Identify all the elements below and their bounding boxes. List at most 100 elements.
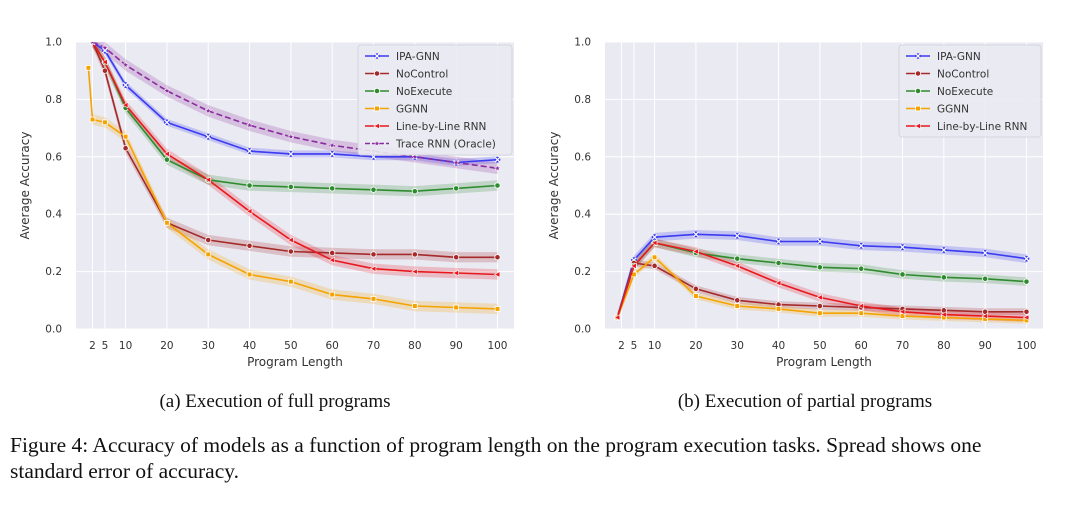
data-point (89, 116, 96, 123)
data-point (101, 58, 108, 66)
x-axis-label: Program Length (776, 355, 872, 369)
x-tick-label: 10 (648, 340, 661, 352)
legend-label: Line-by-Line RNN (937, 121, 1027, 133)
data-point (287, 236, 294, 244)
data-point (940, 274, 947, 281)
data-point-mark (205, 133, 212, 140)
data-point-mark (494, 156, 501, 163)
figure-canvas: 0.00.20.40.60.81.02 5 10 20 30 40 50 60 70 80 90 10… (18, 37, 1043, 369)
x-tick-label: 70 (367, 340, 380, 352)
data-point (163, 156, 171, 163)
legend: IPA-GNN NoControl NoExecute GGNN Line-by-Lin… (357, 44, 513, 156)
x-tick-label: 2 (89, 340, 96, 352)
data-point (163, 150, 170, 158)
plot-area (85, 42, 502, 315)
data-point (246, 242, 253, 249)
error-band-line-by-line-rnn (92, 42, 498, 280)
y-tick-label: 0.0 (45, 324, 62, 336)
legend-label: GGNN (396, 103, 428, 115)
data-point (734, 255, 741, 262)
data-point (734, 303, 741, 309)
data-point (452, 158, 460, 166)
data-point (329, 249, 336, 257)
legend-item-nocontrol: NoControl (365, 68, 448, 80)
x-tick-label: 80 (408, 340, 421, 352)
legend-label: GGNN (937, 103, 969, 115)
data-point (328, 256, 335, 264)
data-point (85, 65, 92, 71)
x-tick-label: 20 (689, 340, 702, 352)
x-tick-label: 60 (326, 340, 339, 352)
series-line (616, 256, 1027, 322)
data-point (858, 265, 865, 272)
series-line (92, 42, 498, 170)
data-point (329, 291, 335, 298)
y-tick-label: 0.0 (574, 324, 591, 336)
y-tick-label: 0.4 (45, 209, 62, 221)
x-tick-label: 30 (202, 340, 215, 352)
legend-marker (373, 87, 381, 95)
data-point (899, 271, 906, 278)
legend-item-noexecute: NoExecute (365, 86, 452, 98)
data-point (1022, 314, 1030, 321)
data-point (121, 61, 130, 69)
series-line (91, 42, 498, 276)
legend-item-ipa-gnn: IPA-GNN (365, 51, 440, 63)
series-line (616, 262, 1027, 318)
data-point (245, 208, 253, 215)
legend-label: NoControl (396, 68, 448, 80)
data-point (204, 176, 211, 184)
data-point (329, 185, 336, 192)
series-line (91, 42, 498, 193)
legend-marker (373, 122, 380, 130)
data-point (1023, 278, 1030, 285)
figure-caption: Figure 4: Accuracy of models as a functi… (10, 433, 982, 483)
data-point-mark (164, 119, 170, 126)
data-point (898, 308, 906, 316)
data-point (981, 312, 988, 320)
legend-marker (914, 87, 922, 95)
y-tick-label: 1.0 (45, 37, 62, 49)
x-tick-label: 90 (449, 340, 462, 352)
legend-marker (914, 70, 922, 77)
data-point-mark (982, 250, 988, 256)
legend-marker-x (374, 53, 380, 59)
data-point-mark (941, 247, 947, 253)
legend-marker (914, 122, 921, 130)
y-tick-label: 0.6 (574, 151, 591, 163)
x-tick-label: 40 (772, 340, 785, 352)
data-point (493, 164, 502, 172)
series-line (616, 233, 1027, 318)
data-point-mark (899, 244, 906, 251)
x-tick-label: 60 (855, 340, 868, 352)
data-point (858, 310, 864, 317)
data-point (733, 262, 740, 270)
data-point (650, 239, 658, 247)
chart-panel-b: 0.0 0.2 0.4 0.6 0.8 1.0 2 5 10 20 30 40 50 60 70 80 90 10… (547, 37, 1043, 369)
legend-marker (373, 70, 381, 77)
legend-item-line-by-line-rnn: Line-by-Line RNN (906, 121, 1027, 133)
data-point (245, 121, 254, 129)
data-point (90, 42, 95, 46)
data-point (613, 314, 621, 321)
y-axis-label: Average Accuracy (18, 132, 32, 240)
error-band-ipa-gnn (92, 42, 498, 166)
data-point (630, 262, 637, 270)
x-tick-label: 5 (631, 340, 638, 352)
data-point (693, 293, 699, 299)
plot-area (613, 230, 1030, 324)
data-point (246, 182, 253, 189)
data-point-mark (1023, 255, 1030, 262)
legend-marker-x (915, 53, 921, 59)
data-point (102, 119, 108, 126)
data-point (692, 285, 700, 292)
data-point-mark (329, 151, 336, 157)
data-point (734, 297, 741, 304)
data-point-mark (734, 232, 741, 239)
data-point (494, 254, 501, 261)
series-line (616, 242, 1027, 319)
legend-label: NoExecute (396, 86, 452, 98)
legend-box (898, 44, 1042, 138)
x-tick-label: 40 (243, 340, 256, 352)
x-tick-label: 20 (160, 340, 173, 352)
